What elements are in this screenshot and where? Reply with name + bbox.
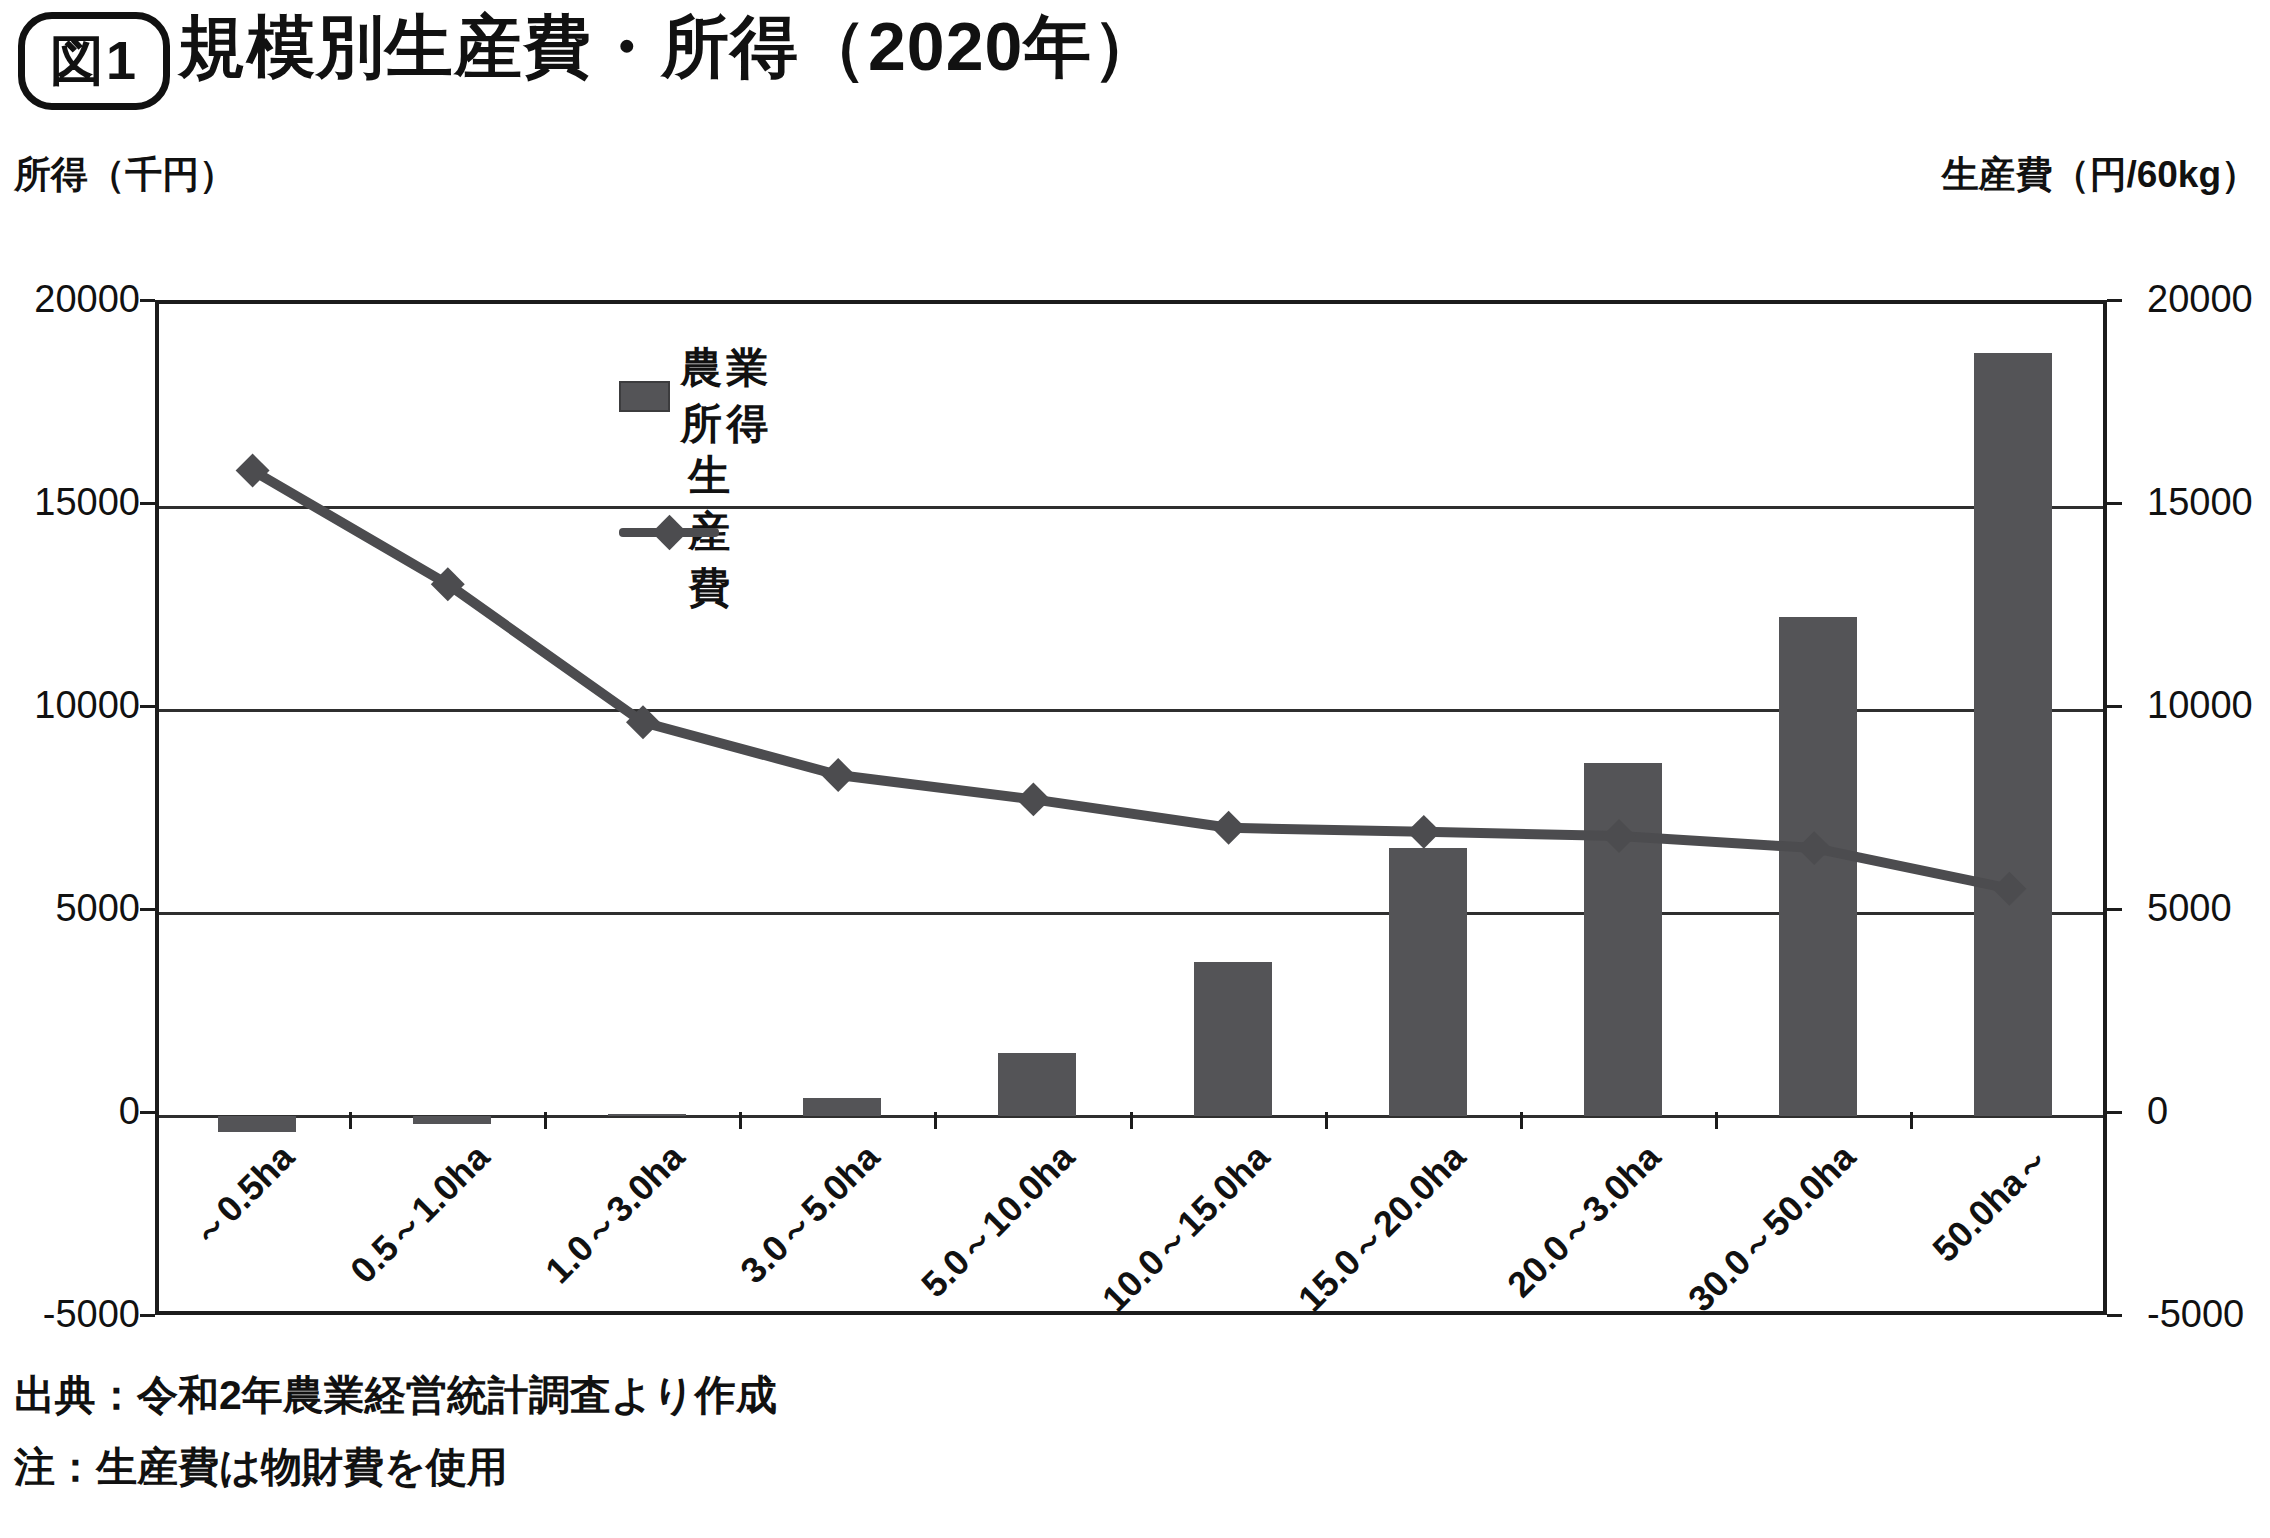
line-marker-10.0～15.0ha	[1212, 811, 1246, 845]
right-tick-label-15000: 15000	[2147, 480, 2253, 524]
x-axis-tick-mark	[1130, 1112, 1133, 1129]
right-tick-mark	[2107, 1111, 2122, 1114]
x-axis-tick-mark	[1910, 1112, 1913, 1129]
left-tick-mark	[140, 908, 155, 911]
left-tick-label-5000: 5000	[55, 886, 140, 930]
legend-item-bar: 農業所得	[619, 340, 773, 452]
right-tick-mark	[2107, 908, 2122, 911]
left-tick-mark	[140, 1314, 155, 1317]
source-note: 出典：令和2年農業経営統計調査より作成	[14, 1368, 777, 1423]
x-axis-tick-mark	[1325, 1112, 1328, 1129]
x-axis-tick-mark	[739, 1112, 742, 1129]
x-axis-tick-mark	[1520, 1112, 1523, 1129]
x-axis-tick-mark	[349, 1112, 352, 1129]
right-axis-caption: 生産費（円/60kg）	[1941, 150, 2258, 200]
left-tick-label-10000: 10000	[34, 683, 140, 727]
right-tick-label--5000: -5000	[2147, 1292, 2244, 1336]
left-tick-label-0: 0	[119, 1089, 140, 1133]
right-tick-label-10000: 10000	[2147, 683, 2253, 727]
left-tick-mark	[140, 299, 155, 302]
line-marker-3.0～5.0ha	[821, 758, 855, 792]
right-tick-mark	[2107, 1314, 2122, 1317]
left-axis-caption: 所得（千円）	[14, 150, 236, 200]
left-tick-mark	[140, 705, 155, 708]
figure-page: 図1 規模別生産費・所得（2020年） 所得（千円） 生産費（円/60kg） 2…	[0, 0, 2270, 1538]
method-note: 注：生産費は物財費を使用	[14, 1440, 508, 1495]
line-swatch-icon	[619, 517, 680, 547]
left-tick-label--5000: -5000	[43, 1292, 140, 1336]
left-tick-label-20000: 20000	[34, 277, 140, 321]
right-tick-label-5000: 5000	[2147, 886, 2232, 930]
legend-bar-label: 農業所得	[680, 340, 773, 452]
figure-number-badge: 図1	[18, 12, 170, 110]
figure-number-label: 図1	[50, 25, 138, 98]
left-tick-mark	[140, 502, 155, 505]
line-marker-50.0ha～	[1992, 872, 2026, 906]
legend-item-line: 生産費	[619, 448, 773, 616]
left-tick-label-15000: 15000	[34, 480, 140, 524]
x-axis-tick-mark	[1715, 1112, 1718, 1129]
x-axis-tick-mark	[934, 1112, 937, 1129]
right-tick-label-0: 0	[2147, 1089, 2168, 1133]
right-tick-mark	[2107, 502, 2122, 505]
line-marker-20.0～3.0ha	[1602, 819, 1636, 853]
line-marker-15.0～20.0ha	[1407, 815, 1441, 849]
bar-swatch-icon	[619, 381, 670, 412]
right-tick-mark	[2107, 705, 2122, 708]
right-tick-label-20000: 20000	[2147, 277, 2253, 321]
line-marker-30.0～50.0ha	[1797, 831, 1831, 865]
line-marker-5.0～10.0ha	[1016, 782, 1050, 816]
right-tick-mark	[2107, 299, 2122, 302]
left-tick-mark	[140, 1111, 155, 1114]
x-axis-tick-mark	[544, 1112, 547, 1129]
page-title: 規模別生産費・所得（2020年）	[178, 2, 1161, 93]
